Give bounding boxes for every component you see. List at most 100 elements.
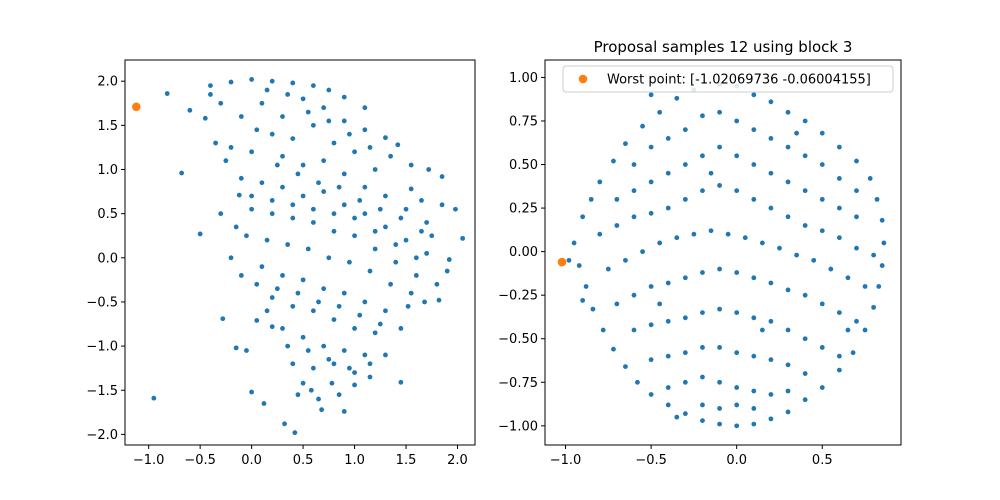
sample-point <box>321 286 327 292</box>
sample-point <box>785 362 791 368</box>
sample-point <box>254 318 260 323</box>
sample-point <box>700 402 705 408</box>
sample-point <box>424 220 430 225</box>
sample-point <box>674 414 680 420</box>
sample-point <box>777 245 782 251</box>
sample-point <box>751 162 757 167</box>
sample-point <box>377 321 383 327</box>
x-tick-label: 0.0 <box>241 453 262 468</box>
right-scatter-panel: −1.0 −0.5 0.0 0.5 −1.00 −0.75 −0.50 −0.25 0.00 0.… <box>498 38 902 468</box>
sample-point <box>691 231 697 237</box>
sample-point <box>269 78 275 84</box>
sample-point <box>759 327 765 333</box>
sample-point <box>179 170 185 176</box>
sample-point <box>665 402 671 408</box>
sample-point <box>398 379 404 385</box>
y-tick-label: −0.50 <box>498 332 538 347</box>
sample-point <box>648 144 654 150</box>
y-tick-label: 0.25 <box>509 202 538 217</box>
sample-point <box>419 198 424 203</box>
sample-point <box>785 214 791 220</box>
sample-point <box>347 131 352 137</box>
sample-point <box>700 113 705 119</box>
sample-point <box>413 255 419 261</box>
sample-point <box>571 240 577 246</box>
sample-point <box>367 145 373 150</box>
sample-point <box>665 135 671 141</box>
sample-point <box>352 233 357 239</box>
sample-point <box>372 167 378 172</box>
sample-point <box>341 348 347 353</box>
sample-point <box>228 79 234 85</box>
sample-point <box>331 317 337 323</box>
sample-point <box>362 105 368 111</box>
sample-point <box>845 327 851 333</box>
sample-point <box>665 318 671 324</box>
sample-point <box>372 246 378 252</box>
sample-point <box>785 388 791 394</box>
sample-point <box>269 324 275 330</box>
sample-point <box>768 170 774 176</box>
legend-marker <box>578 74 588 84</box>
sample-point <box>742 235 748 241</box>
sample-point <box>802 336 808 342</box>
sample-point <box>819 345 825 350</box>
sample-point <box>244 348 249 353</box>
sample-point <box>372 330 378 336</box>
sample-point <box>280 114 285 119</box>
sample-point <box>828 266 834 272</box>
sample-point <box>879 263 885 268</box>
sample-point <box>319 407 325 413</box>
sample-point <box>631 162 637 167</box>
sample-point <box>308 387 314 393</box>
sample-point <box>377 206 383 212</box>
y-tick-label: 2.0 <box>97 75 118 90</box>
chart-title: Proposal samples 12 using block 3 <box>594 38 853 56</box>
sample-point <box>665 280 671 286</box>
y-tick-label: 0.0 <box>97 251 118 266</box>
sample-point <box>734 118 740 124</box>
sample-point <box>329 380 335 386</box>
sample-point <box>444 268 450 274</box>
sample-point <box>614 196 620 202</box>
sample-point <box>605 266 611 272</box>
sample-point <box>388 281 393 287</box>
sample-point <box>321 105 327 111</box>
sample-point <box>785 287 791 293</box>
sample-point <box>751 421 757 427</box>
sample-point <box>151 395 157 401</box>
sample-point <box>357 198 363 203</box>
sample-point <box>290 361 296 367</box>
axes-frame <box>544 59 902 446</box>
sample-point <box>367 268 373 274</box>
y-tick-label: 0.5 <box>97 207 118 222</box>
legend-box <box>562 65 894 93</box>
sample-point <box>819 301 825 307</box>
sample-point <box>249 206 255 212</box>
sample-point <box>295 171 301 177</box>
sample-point <box>352 326 357 331</box>
sample-point <box>614 301 620 307</box>
sample-point <box>751 406 757 411</box>
sample-point <box>881 240 887 246</box>
y-tick-label: 0.50 <box>509 158 538 173</box>
sample-point <box>648 210 654 216</box>
sample-point <box>751 315 757 321</box>
sample-point <box>648 392 654 397</box>
sample-point <box>635 379 640 385</box>
sample-point <box>280 153 285 159</box>
sample-point <box>854 188 859 194</box>
sample-point <box>640 123 645 129</box>
sample-point <box>274 286 280 292</box>
sample-point <box>367 374 373 380</box>
sample-point <box>836 235 842 241</box>
sample-point <box>208 92 213 97</box>
sample-point <box>794 252 799 258</box>
y-tick-label: −1.5 <box>86 384 118 399</box>
sample-point <box>300 162 306 168</box>
sample-point <box>280 326 285 331</box>
scatter-points <box>132 77 466 436</box>
sample-point <box>446 257 452 262</box>
sample-point <box>657 240 663 246</box>
